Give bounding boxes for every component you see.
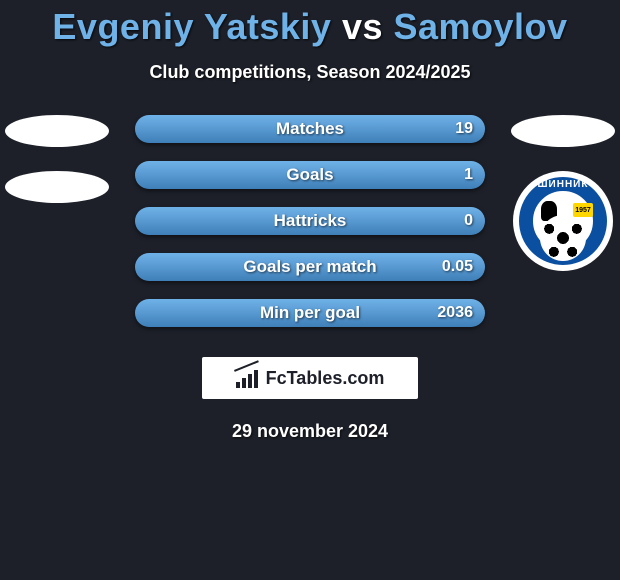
page-title: Evgeniy Yatskiy vs Samoylov (0, 0, 620, 48)
stat-label: Goals per match (243, 257, 376, 277)
stat-row-goals-per-match: Goals per match 0.05 (135, 253, 485, 281)
stat-value-right: 0 (464, 212, 473, 230)
left-badge-column (5, 115, 109, 203)
club-logo-ball-icon (540, 215, 586, 261)
stat-row-min-per-goal: Min per goal 2036 (135, 299, 485, 327)
club-logo-name: ШИННИК (513, 179, 613, 190)
subtitle: Club competitions, Season 2024/2025 (0, 62, 620, 83)
player2-badge-placeholder-1 (511, 115, 615, 147)
stats-rows: Matches 19 Goals 1 Hattricks 0 Goals per… (135, 115, 485, 327)
player1-badge-placeholder-2 (5, 171, 109, 203)
player1-badge-placeholder-1 (5, 115, 109, 147)
stat-value-right: 0.05 (442, 258, 473, 276)
vs-text: vs (342, 6, 383, 47)
stat-row-goals: Goals 1 (135, 161, 485, 189)
club-logo-year: 1957 (573, 203, 593, 217)
brand-chart-icon (236, 368, 260, 388)
player1-name: Evgeniy Yatskiy (52, 6, 331, 47)
stat-label: Min per goal (260, 303, 360, 323)
player2-name: Samoylov (394, 6, 568, 47)
stat-value-right: 19 (455, 120, 473, 138)
stat-value-right: 1 (464, 166, 473, 184)
content-area: ШИННИК 1957 Matches 19 Goals 1 Hattricks… (0, 115, 620, 442)
stat-label: Goals (286, 165, 333, 185)
stat-row-matches: Matches 19 (135, 115, 485, 143)
date-text: 29 november 2024 (0, 421, 620, 442)
right-badge-column: ШИННИК 1957 (511, 115, 615, 271)
stat-value-right: 2036 (437, 304, 473, 322)
brand-badge: FcTables.com (202, 357, 418, 399)
brand-text: FcTables.com (266, 368, 385, 389)
club-logo-shinnik: ШИННИК 1957 (513, 171, 613, 271)
stat-row-hattricks: Hattricks 0 (135, 207, 485, 235)
stat-label: Hattricks (274, 211, 347, 231)
stat-label: Matches (276, 119, 344, 139)
